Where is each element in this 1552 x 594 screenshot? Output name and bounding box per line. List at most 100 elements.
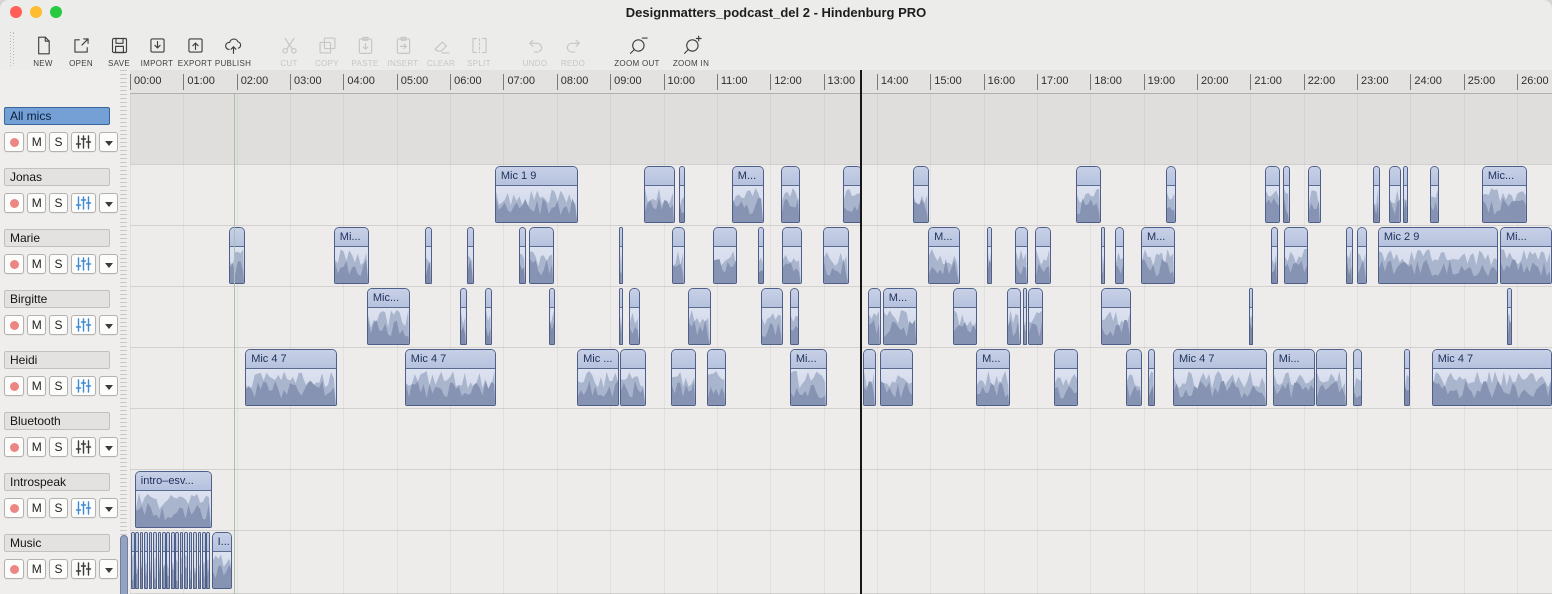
track-name-all-mics[interactable]: All mics: [4, 107, 110, 125]
audio-clip[interactable]: [1264, 166, 1280, 223]
audio-clip[interactable]: [619, 349, 646, 406]
audio-clip[interactable]: Mi...: [789, 349, 827, 406]
toolbar-import-button[interactable]: IMPORT: [138, 26, 176, 68]
audio-clip[interactable]: [679, 166, 685, 223]
zoom-window-button[interactable]: [50, 6, 62, 18]
audio-clip[interactable]: M...: [882, 288, 917, 345]
audio-clip[interactable]: [953, 288, 978, 345]
track-menu-button[interactable]: [99, 254, 119, 274]
track-menu-button[interactable]: [99, 559, 119, 579]
solo-button[interactable]: S: [49, 315, 68, 335]
audio-clip[interactable]: [789, 288, 799, 345]
track-lane-all-mics[interactable]: [130, 94, 1552, 165]
record-arm-button[interactable]: [4, 254, 25, 274]
solo-button[interactable]: S: [49, 254, 68, 274]
audio-clip[interactable]: [166, 532, 170, 589]
audio-clip[interactable]: Mic 4 7: [404, 349, 496, 406]
audio-clip[interactable]: Mic 4 7: [1431, 349, 1552, 406]
track-lane-heidi[interactable]: Mic 4 7 Mic 4 7 Mic ... Mi... M... Mic 4 7 Mi.…: [130, 348, 1552, 409]
audio-clip[interactable]: [157, 532, 162, 589]
track-menu-button[interactable]: [99, 437, 119, 457]
audio-clip[interactable]: Mic 4 7: [245, 349, 337, 406]
toolbar-save-button[interactable]: SAVE: [100, 26, 138, 68]
audio-clip[interactable]: [643, 166, 675, 223]
mute-button[interactable]: M: [27, 498, 47, 518]
audio-clip[interactable]: Mic...: [1481, 166, 1527, 223]
audio-clip[interactable]: [1034, 227, 1051, 284]
audio-clip[interactable]: [1015, 227, 1028, 284]
eq-button[interactable]: [70, 132, 97, 152]
minimize-button[interactable]: [30, 6, 42, 18]
audio-clip[interactable]: [707, 349, 727, 406]
audio-clip[interactable]: Mic...: [366, 288, 411, 345]
track-name-marie[interactable]: Marie: [4, 229, 110, 247]
audio-clip[interactable]: [467, 227, 475, 284]
audio-clip[interactable]: [780, 166, 801, 223]
audio-clip[interactable]: [986, 227, 992, 284]
audio-clip[interactable]: [1404, 349, 1410, 406]
audio-clip[interactable]: [628, 288, 640, 345]
track-name-introspeak[interactable]: Introspeak: [4, 473, 110, 491]
timeline-ruler[interactable]: 00:00 01:00 02:00 03:00 04:00 05:00 06:00 07:00…: [130, 70, 1552, 94]
audio-clip[interactable]: [1101, 227, 1105, 284]
audio-clip[interactable]: [131, 532, 135, 589]
mute-button[interactable]: M: [27, 132, 47, 152]
audio-clip[interactable]: [688, 288, 711, 345]
toolbar-zoomin-button[interactable]: ZOOM IN: [664, 26, 718, 68]
solo-button[interactable]: S: [49, 132, 68, 152]
audio-clip[interactable]: [1373, 166, 1380, 223]
track-menu-button[interactable]: [99, 498, 119, 518]
audio-clip[interactable]: [518, 227, 526, 284]
audio-clip[interactable]: [229, 227, 246, 284]
mute-button[interactable]: M: [27, 376, 47, 396]
mute-button[interactable]: M: [27, 559, 47, 579]
eq-button[interactable]: [70, 254, 97, 274]
solo-button[interactable]: S: [49, 376, 68, 396]
audio-clip[interactable]: [1271, 227, 1279, 284]
audio-clip[interactable]: [152, 532, 157, 589]
record-arm-button[interactable]: [4, 132, 25, 152]
audio-clip[interactable]: [197, 532, 202, 589]
audio-clip[interactable]: Mic 1 9: [494, 166, 579, 223]
playhead[interactable]: [859, 70, 862, 594]
audio-clip[interactable]: [175, 532, 179, 589]
audio-clip[interactable]: Mi...: [1272, 349, 1315, 406]
audio-clip[interactable]: [619, 227, 623, 284]
audio-clip[interactable]: [713, 227, 738, 284]
audio-clip[interactable]: [188, 532, 193, 589]
audio-clip[interactable]: [1316, 349, 1347, 406]
audio-clip[interactable]: [184, 532, 189, 589]
eq-button[interactable]: [70, 315, 97, 335]
audio-clip[interactable]: [781, 227, 802, 284]
audio-clip[interactable]: [1007, 288, 1021, 345]
audio-clip[interactable]: [1389, 166, 1401, 223]
audio-clip[interactable]: M...: [1141, 227, 1176, 284]
audio-clip[interactable]: [193, 532, 197, 589]
track-menu-button[interactable]: [99, 376, 119, 396]
audio-clip[interactable]: M...: [731, 166, 764, 223]
audio-clip[interactable]: [1166, 166, 1177, 223]
audio-clip[interactable]: Mi...: [333, 227, 369, 284]
toolbar-zoomout-button[interactable]: ZOOM OUT: [610, 26, 664, 68]
mute-button[interactable]: M: [27, 193, 47, 213]
track-name-bluetooth[interactable]: Bluetooth: [4, 412, 110, 430]
record-arm-button[interactable]: [4, 559, 25, 579]
solo-button[interactable]: S: [49, 498, 68, 518]
audio-clip[interactable]: M...: [928, 227, 961, 284]
audio-clip[interactable]: [761, 288, 783, 345]
audio-clip[interactable]: Mi...: [1500, 227, 1552, 284]
audio-clip[interactable]: [179, 532, 184, 589]
audio-clip[interactable]: [1352, 349, 1362, 406]
audio-clip[interactable]: [135, 532, 139, 589]
track-name-heidi[interactable]: Heidi: [4, 351, 110, 369]
track-lane-marie[interactable]: Mi... M... M... Mic 2 9 Mi...: [130, 226, 1552, 287]
record-arm-button[interactable]: [4, 376, 25, 396]
eq-button[interactable]: [70, 559, 97, 579]
audio-clip[interactable]: [1027, 288, 1043, 345]
audio-clip[interactable]: [171, 532, 175, 589]
audio-clip[interactable]: [1357, 227, 1368, 284]
toolbar-drag-handle[interactable]: [10, 32, 15, 66]
audio-clip[interactable]: Mic ...: [577, 349, 620, 406]
audio-clip[interactable]: [1023, 288, 1027, 345]
mute-button[interactable]: M: [27, 254, 47, 274]
